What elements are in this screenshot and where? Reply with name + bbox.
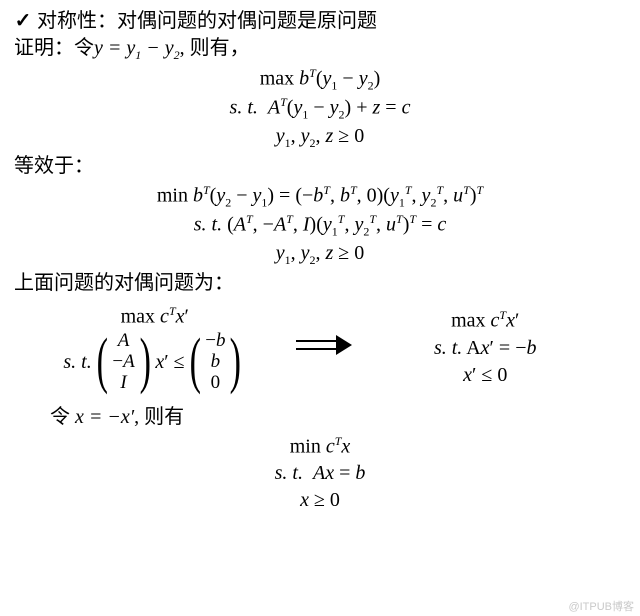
dual-right-l1: max cTx′ [344, 307, 626, 335]
dual-left-l1: max cTx′ [14, 303, 296, 331]
final-l3: x ≥ 0 [14, 487, 626, 514]
dual-label: 上面问题的对偶问题为： [14, 270, 626, 297]
implies-arrow [296, 335, 345, 362]
dual-right: max cTx′ s. t. Ax′ = −b x′ ≤ 0 [344, 307, 626, 389]
proof-suffix: , 则有， [180, 37, 250, 59]
final-l2: s. t. Ax = b [14, 460, 626, 487]
watermark: @ITPUB博客 [568, 598, 634, 614]
let-suffix: , 则有 [134, 406, 184, 428]
primal-l1: max bT(y1 − y2) [14, 65, 626, 94]
symmetry-text: 对称性：对偶问题的对偶问题是原问题 [37, 10, 377, 32]
equiv-l1: min bT(y2 − y1) = (−bT, bT, 0)(y1T, y2T,… [14, 182, 626, 211]
primal-l2: s. t. AT(y1 − y2) + z = c [14, 94, 626, 123]
dual-left: max cTx′ s. t. ( A −A I ) x′ ≤ ( −b [14, 303, 296, 394]
matrix-b-col: −b b 0 [205, 331, 225, 394]
equiv-block: min bT(y2 − y1) = (−bT, bT, 0)(y1T, y2T,… [14, 182, 626, 268]
final-l1: min cTx [14, 433, 626, 461]
mb-0: −b [205, 331, 225, 352]
equiv-l2: s. t. (AT, −AT, I)(y1T, y2T, uT)T = c [14, 211, 626, 240]
proof-eq: y = y1 − y2 [94, 37, 180, 59]
let-eq: x = −x′ [75, 406, 134, 428]
dual-pair: max cTx′ s. t. ( A −A I ) x′ ≤ ( −b [14, 303, 626, 394]
dual-right-l2: s. t. Ax′ = −b [344, 335, 626, 362]
matrix-A-col: A −A I [112, 331, 134, 394]
dual-right-l3: x′ ≤ 0 [344, 362, 626, 389]
arrow-icon [296, 336, 352, 354]
equiv-label: 等效于： [14, 153, 626, 180]
proof-prefix: 证明：令 [14, 37, 94, 59]
primal-l3: y1, y2, z ≥ 0 [14, 123, 626, 151]
symmetry-heading: ✓ 对称性：对偶问题的对偶问题是原问题 [14, 8, 626, 35]
let-line: 令 x = −x′, 则有 [14, 404, 626, 431]
final-block: min cTx s. t. Ax = b x ≥ 0 [14, 433, 626, 515]
let-prefix: 令 [50, 406, 75, 428]
primal-block: max bT(y1 − y2) s. t. AT(y1 − y2) + z = … [14, 65, 626, 151]
dual-left-l2: s. t. ( A −A I ) x′ ≤ ( −b b 0 ) [14, 331, 296, 394]
page: ✓ 对称性：对偶问题的对偶问题是原问题 证明：令y = y1 − y2, 则有，… [0, 0, 640, 514]
mA-1: −A [112, 352, 134, 373]
check-icon: ✓ [14, 8, 32, 35]
equiv-l3: y1, y2, z ≥ 0 [14, 240, 626, 268]
proof-let-line: 证明：令y = y1 − y2, 则有， [14, 35, 626, 63]
